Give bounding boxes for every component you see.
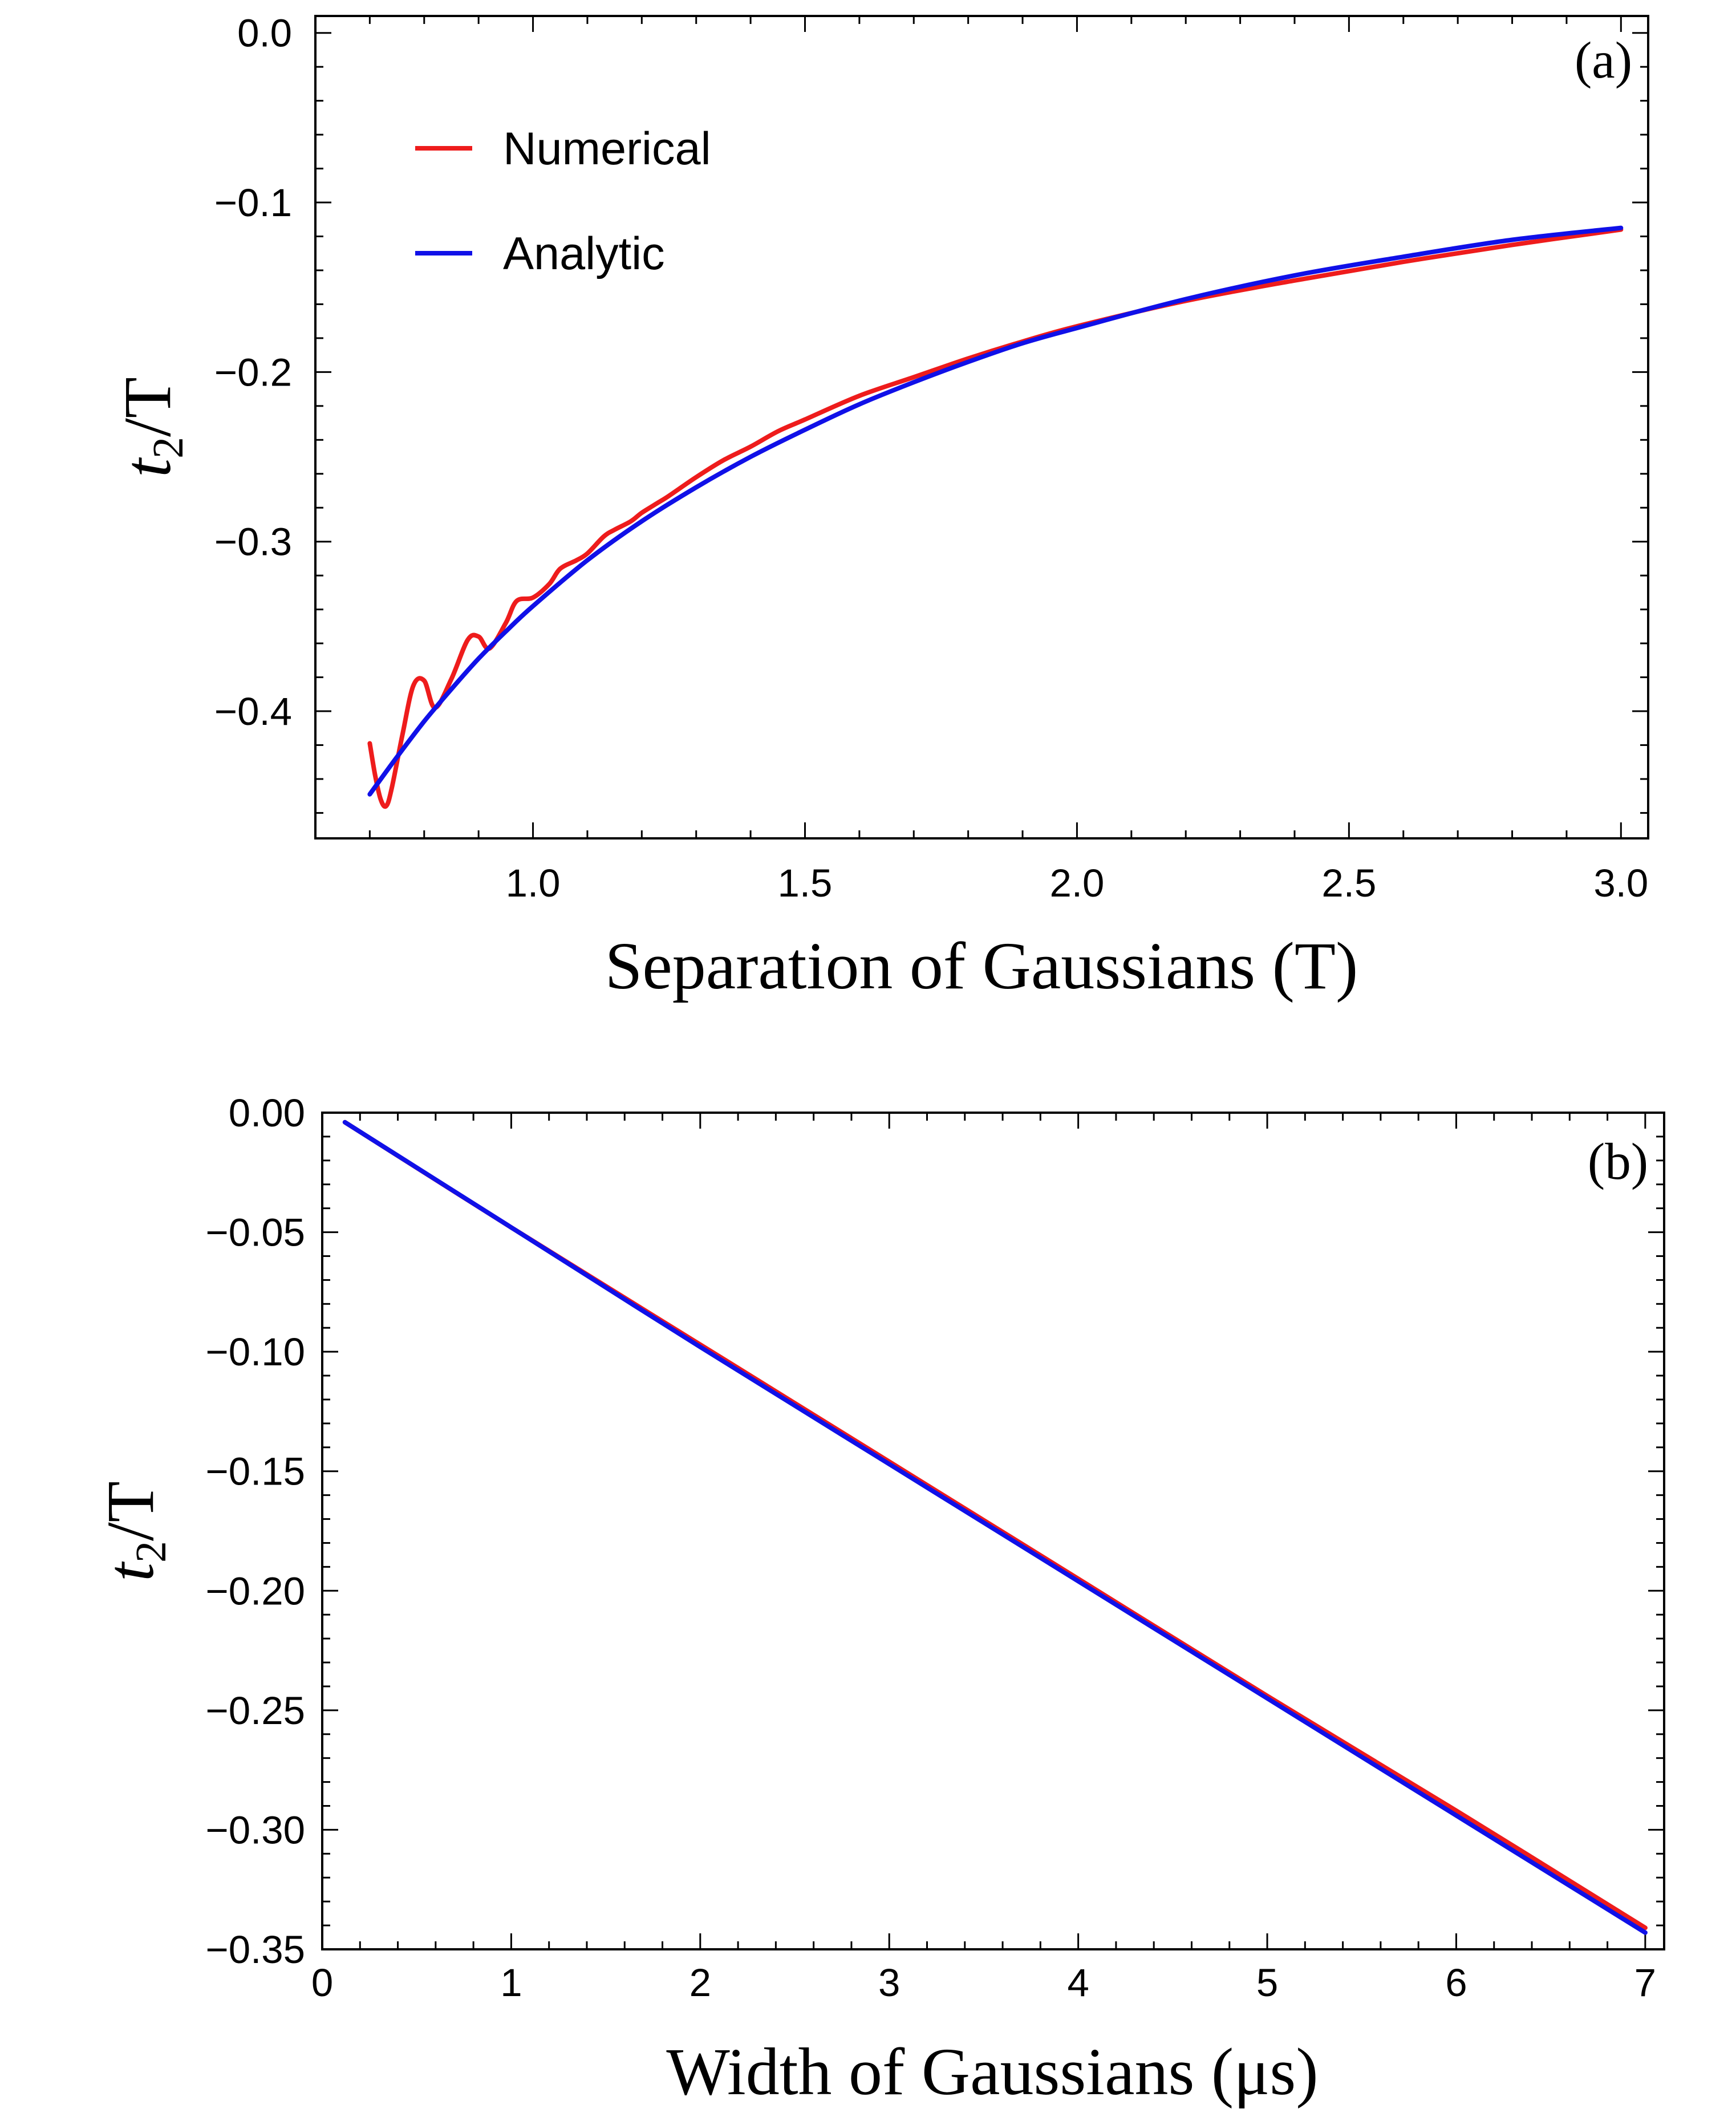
x-tick-label: 4: [1067, 1961, 1089, 2005]
panel-a-series-lines: [367, 225, 1624, 809]
panel-b-ylabel-main: t: [93, 1561, 168, 1581]
y-tick-label: −0.35: [205, 1928, 305, 1972]
x-tick-label: 1: [500, 1961, 522, 2005]
y-tick-label: −0.2: [214, 350, 292, 394]
series-line-analytic: [342, 1120, 1648, 1935]
y-tick-label: −0.1: [214, 181, 292, 225]
panel-b-x-tick-labels: 0 1 2 3 4 5 6 7: [311, 1961, 1656, 2005]
panel-a-y-tick-labels: 0.0 −0.1 −0.2 −0.3 −0.4: [214, 11, 292, 733]
y-tick-label: −0.3: [214, 520, 292, 564]
panel-a-legend: Numerical Analytic: [415, 123, 711, 279]
y-tick-label: −0.10: [205, 1330, 305, 1374]
panel-a-x-axis-title: Separation of Gaussians (T): [605, 928, 1358, 1003]
panel-a-ticks: [314, 16, 1648, 838]
panel-a: 1.0 1.5 2.0 2.5 3.0 0.0−0.1−0.2−0.3−0.4 (a) …: [110, 11, 1649, 1003]
panel-b-ylabel-rest: /T: [93, 1481, 168, 1541]
panel-a-ylabel-sub: 2: [144, 437, 192, 459]
panel-b-ylabel-sub: 2: [127, 1541, 175, 1563]
x-tick-label: 5: [1256, 1961, 1278, 2005]
panel-b-x-axis-title: Width of Gaussians (μs): [666, 2034, 1318, 2109]
y-tick-label: −0.05: [205, 1211, 305, 1255]
x-tick-label: 3.0: [1593, 861, 1648, 905]
x-tick-label: 7: [1634, 1961, 1656, 2005]
panel-b-y-tick-labels: 0.00 −0.05 −0.10 −0.15 −0.20 −0.25 −0.30 −0.35: [205, 1091, 305, 1972]
y-tick-label: 0.0: [237, 11, 292, 55]
panel-b: 0 1 2 3 4 5 6 7 0.00 −0.05 −0.10 −0.15 −0.20 −0.25 −0…: [93, 1091, 1665, 2109]
x-tick-label: 2.5: [1321, 861, 1376, 905]
panel-a-label: (a): [1575, 31, 1632, 89]
y-tick-label: −0.4: [214, 690, 292, 733]
panel-a-x-tick-labels: 1.0 1.5 2.0 2.5 3.0: [506, 861, 1649, 905]
series-line-numerical: [367, 227, 1624, 809]
panel-b-label: (b): [1588, 1133, 1648, 1190]
y-tick-label: −0.15: [205, 1450, 305, 1494]
x-tick-label: 1.0: [506, 861, 561, 905]
y-tick-label: −0.20: [205, 1569, 305, 1613]
x-tick-label: 2: [689, 1961, 711, 2005]
x-tick-label: 6: [1445, 1961, 1467, 2005]
legend-numerical-label: Numerical: [503, 123, 711, 175]
x-tick-label: 3: [878, 1961, 900, 2005]
panel-a-plot-frame: [314, 15, 1649, 839]
y-tick-label: 0.00: [229, 1091, 305, 1135]
x-tick-label: 0: [311, 1961, 333, 2005]
x-tick-label: 1.5: [778, 861, 833, 905]
panel-b-ticks: [321, 1112, 1664, 1950]
panel-b-plot-frame: [321, 1112, 1665, 1950]
x-tick-label: 2.0: [1049, 861, 1104, 905]
panel-b-series-lines: [342, 1120, 1648, 1935]
panel-a-y-axis-title: t2/T: [110, 377, 192, 477]
legend-analytic-label: Analytic: [503, 228, 665, 279]
y-tick-label: −0.30: [205, 1808, 305, 1852]
y-tick-label: −0.25: [205, 1689, 305, 1733]
panel-a-ylabel-main: t: [110, 457, 185, 477]
series-line-analytic: [367, 225, 1624, 797]
panel-a-ylabel-rest: /T: [110, 377, 185, 437]
panel-b-y-axis-title: t2/T: [93, 1481, 175, 1581]
